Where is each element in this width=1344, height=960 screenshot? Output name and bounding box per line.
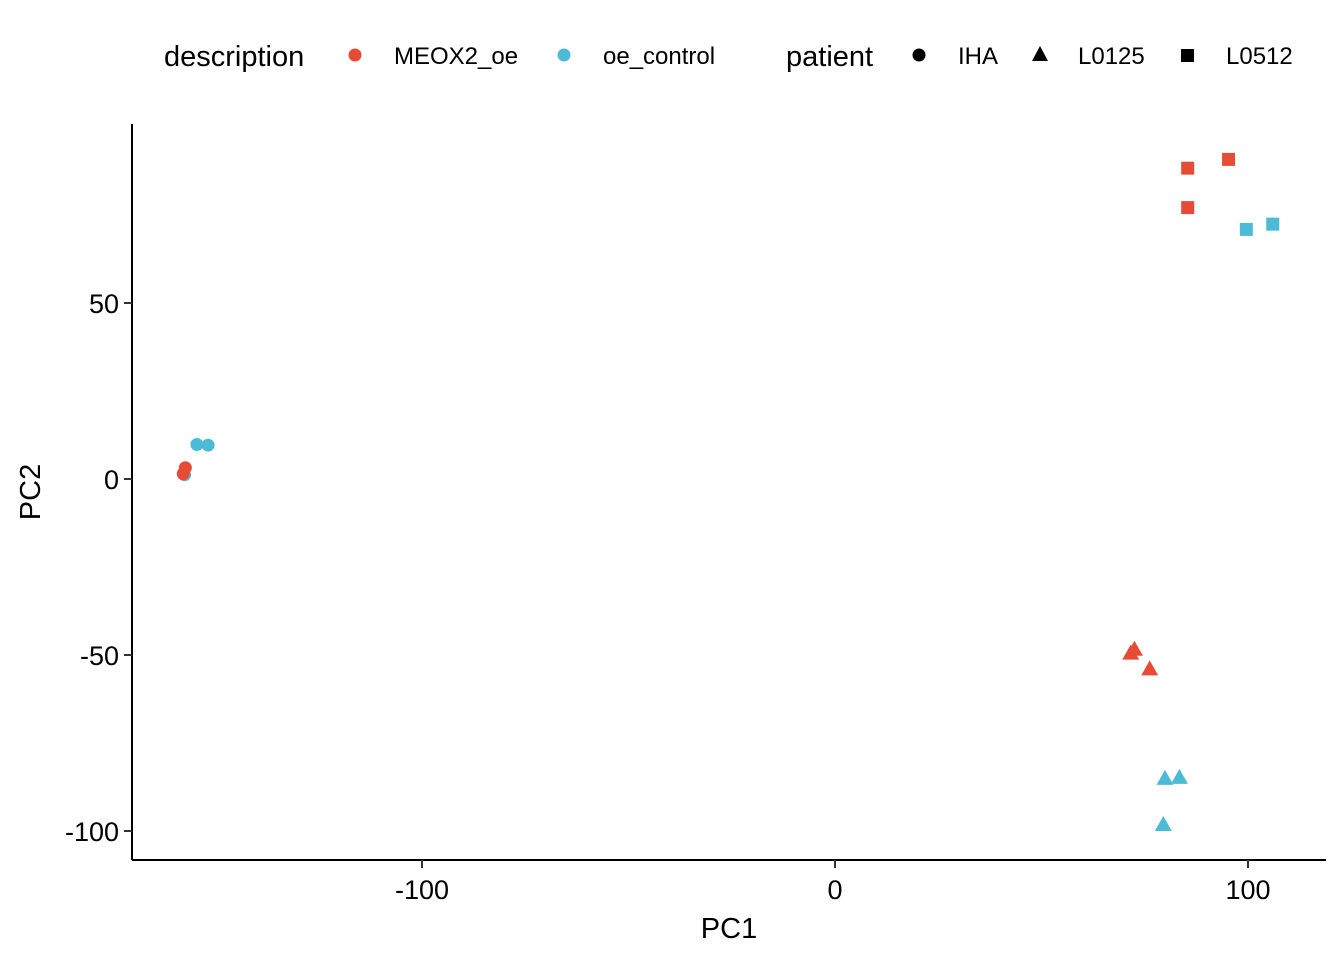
y-tick-label: -50: [80, 641, 119, 671]
data-point-l0512-meox2-oe: [1181, 161, 1195, 175]
data-point-l0512-oe-control: [1266, 217, 1280, 231]
data-point-iha-oe-control: [201, 438, 215, 452]
data-points: [176, 152, 1280, 832]
legend-key-oe-control: [557, 48, 571, 62]
data-point-iha-meox2-oe: [178, 461, 192, 475]
legend-label-meox2-oe: MEOX2_oe: [394, 43, 518, 70]
y-tick-label: -100: [65, 817, 119, 847]
data-point-l0512-meox2-oe: [1181, 201, 1195, 215]
data-point-l0125-oe-control: [1154, 816, 1172, 832]
legend-label-iha: IHA: [958, 43, 998, 70]
legend-key-l0125: [1032, 46, 1048, 61]
x-tick-label: -100: [395, 875, 449, 905]
legend-key-meox2-oe: [348, 48, 362, 62]
data-point-l0125-oe-control: [1170, 768, 1188, 784]
legend-label-l0125: L0125: [1078, 43, 1145, 70]
y-axis-title: PC2: [15, 464, 47, 520]
data-point-l0512-oe-control: [1239, 222, 1253, 236]
data-point-iha-oe-control: [190, 438, 204, 452]
x-tick-label: 0: [827, 875, 842, 905]
data-point-l0125-meox2-oe: [1125, 640, 1143, 656]
data-point-l0512-meox2-oe: [1222, 152, 1236, 166]
x-axis-title: PC1: [701, 913, 757, 945]
legend-title-description: description: [164, 41, 304, 73]
x-tick-label: 100: [1225, 875, 1270, 905]
legend-key-l0512: [1181, 49, 1194, 62]
data-point-l0125-meox2-oe: [1141, 660, 1159, 676]
x-axis-ticks: -100 0 100: [395, 860, 1271, 905]
legend: description MEOX2_oe oe_control patient …: [164, 41, 1293, 73]
legend-title-patient: patient: [786, 41, 873, 73]
data-point-l0125-oe-control: [1156, 769, 1174, 785]
y-tick-label: 0: [104, 465, 119, 495]
y-tick-label: 50: [89, 289, 119, 319]
y-axis-ticks: -100 -50 0 50: [65, 289, 132, 847]
legend-label-oe-control: oe_control: [603, 43, 715, 70]
legend-label-l0512: L0512: [1226, 43, 1293, 70]
legend-key-iha: [912, 48, 926, 62]
